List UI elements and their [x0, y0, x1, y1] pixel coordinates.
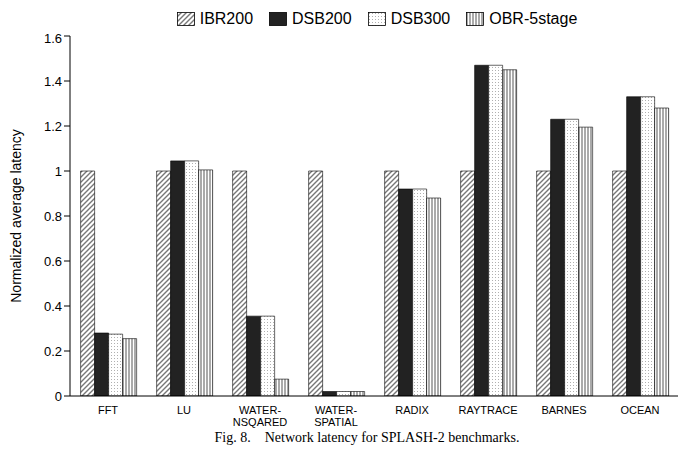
svg-text:0.8: 0.8 [44, 209, 62, 224]
svg-text:Normalized average latency: Normalized average latency [8, 129, 24, 303]
svg-text:1.6: 1.6 [44, 31, 62, 46]
html-text:OBR-5stage: OBR-5stage [489, 10, 578, 27]
html-text:DSB300: DSB300 [390, 10, 451, 27]
svg-text:RAYTRACE: RAYTRACE [458, 404, 517, 416]
svg-text:0.4: 0.4 [44, 299, 62, 314]
html-text:IBR200: IBR200 [199, 10, 254, 27]
svg-text:1.4: 1.4 [44, 74, 62, 89]
svg-text:LU: LU [177, 404, 191, 416]
svg-text:OCEAN: OCEAN [620, 404, 659, 416]
svg-text:0: 0 [55, 389, 62, 404]
svg-text:RADIX: RADIX [395, 404, 429, 416]
svg-text:0.2: 0.2 [44, 344, 62, 359]
svg-text:0.6: 0.6 [44, 254, 62, 269]
svg-text:BARNES: BARNES [541, 404, 586, 416]
svg-text:1.2: 1.2 [44, 119, 62, 134]
html-text:Fig. 8. Network latency for SP: Fig. 8. Network latency for SPLASH-2 ben… [214, 430, 520, 445]
html-text:DSB200: DSB200 [292, 10, 352, 27]
svg-text:1: 1 [55, 164, 62, 179]
svg-text:FFT: FFT [98, 404, 118, 416]
svg-text:WATER-NSQARED: WATER-NSQARED [233, 404, 287, 428]
svg-text:WATER-SPATIAL: WATER-SPATIAL [314, 404, 358, 428]
